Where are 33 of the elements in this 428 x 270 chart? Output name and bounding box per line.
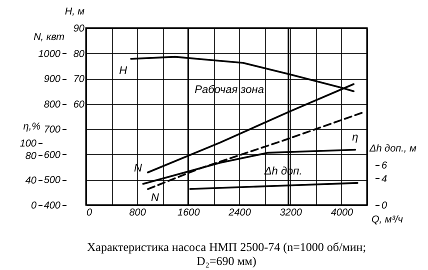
y3-tick-label: 0 [30,200,37,212]
y2-tick-label: 900 [44,74,61,86]
x-tick-label: 3200 [280,208,302,218]
y-axis-title: Δh доп., м [368,143,416,154]
y-tick-label: 4 [382,174,388,185]
y-tick-label: 70 [73,74,85,86]
series-label: H [119,64,128,77]
x-tick-label: 2400 [228,208,252,218]
y3-tick-label: 100 [20,138,37,150]
y-axis-title: H, м [64,6,85,18]
y-tick-label: 6 [382,160,388,172]
x-tick-label: 4000 [330,208,354,218]
y2-tick-label: 700 [44,124,61,136]
y2-tick-label: 400 [44,200,61,212]
y3-tick-label: 40 [25,176,37,187]
y2-tick-label: 1000 [38,48,61,60]
y-tick-label: 60 [73,99,85,110]
y-tick-label: 90 [73,24,85,34]
y-tick-label: 0 [382,200,388,212]
text: Характеристика насоса НМП 2500-74 (n=1000 об/мин; D₂=690 мм) [86,240,366,268]
y3-axis-title: η,% [23,121,41,132]
series-label: η [352,132,358,144]
x-axis-title: Q, м³/ч [372,214,403,226]
y2-axis-title: N, квт [34,32,64,43]
x-tick-label: 1600 [178,208,200,218]
y3-tick-label: 80 [25,150,37,162]
y2-tick-label: 500 [44,175,61,186]
y-tick-label: 80 [73,48,85,60]
x-tick-label: 800 [129,208,146,218]
y2-tick-label: 800 [44,99,61,110]
x-tick-label: 0 [86,208,92,218]
y2-tick-label: 600 [44,150,61,161]
series-label: N [150,192,159,204]
